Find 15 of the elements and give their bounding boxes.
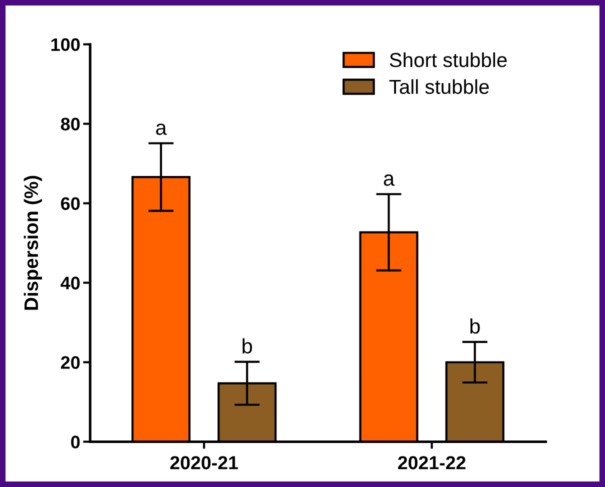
y-tick-label: 80 <box>60 118 80 131</box>
x-tick-label: 2020-21 <box>170 456 238 470</box>
y-tick-label: 20 <box>60 356 80 369</box>
y-tick-label: 60 <box>61 197 80 210</box>
x-tick-label: 2021-22 <box>398 456 466 470</box>
annotation: a <box>156 124 167 135</box>
y-tick-label: 0 <box>71 436 80 448</box>
legend-label: Tall stubble <box>389 79 489 94</box>
y-axis-title: Dispersion (%) <box>24 176 42 310</box>
legend-label: Short stubble <box>390 52 507 68</box>
annotation: a <box>384 174 395 186</box>
y-tick-label: 100 <box>51 38 80 52</box>
annotation: b <box>242 338 252 354</box>
y-tick-label: 40 <box>60 276 80 290</box>
annotation: b <box>470 318 480 334</box>
